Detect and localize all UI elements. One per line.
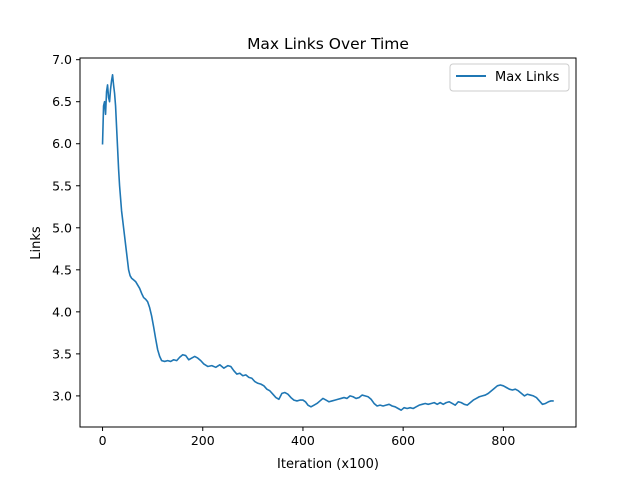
series-layer: [101, 74, 554, 411]
y-axis-label: Links: [29, 226, 44, 260]
x-tick-label: 400: [291, 433, 315, 448]
y-tick-label: 6.0: [52, 136, 72, 151]
y-tick-label: 6.5: [52, 94, 72, 109]
x-tick-label: 600: [391, 433, 415, 448]
y-axis-ticks: 3.0 3.5 4.0 4.5 5.0 5.5 6.0 6.5 7.0: [52, 52, 80, 403]
series-line-max-links: [101, 74, 554, 411]
y-tick-label: 7.0: [52, 52, 72, 67]
y-tick-label: 4.5: [52, 262, 72, 277]
y-tick-label: 3.5: [52, 346, 72, 361]
x-axis-label: Iteration (x100): [277, 457, 379, 472]
x-tick-label: 0: [99, 433, 107, 448]
y-tick-label: 5.5: [52, 178, 72, 193]
plot-area: [80, 58, 576, 427]
legend-label-max-links: Max Links: [495, 70, 560, 85]
y-tick-label: 3.0: [52, 388, 72, 403]
legend: Max Links: [449, 63, 570, 92]
y-tick-label: 5.0: [52, 220, 72, 235]
legend-box: [449, 63, 570, 92]
y-tick-label: 4.0: [52, 304, 72, 319]
x-tick-label: 200: [191, 433, 215, 448]
axes-frame: [79, 57, 577, 428]
chart-title: Max Links Over Time: [247, 35, 409, 53]
x-tick-label: 800: [491, 433, 515, 448]
x-axis-ticks: 0 200 400 600 800: [99, 427, 515, 448]
